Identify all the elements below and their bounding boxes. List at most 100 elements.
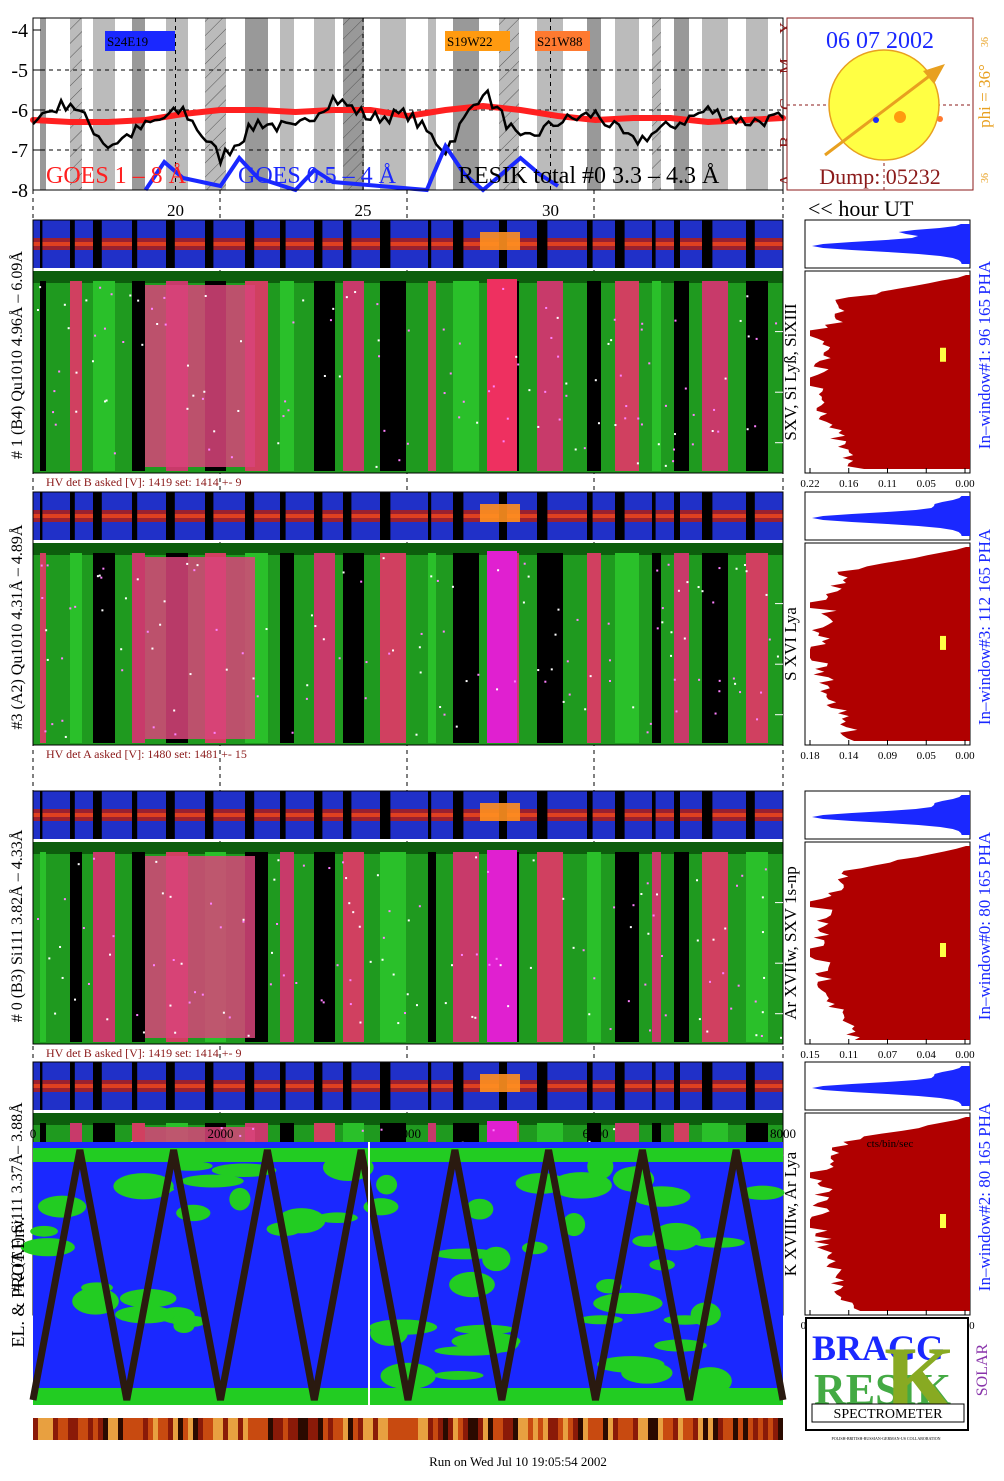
speckle xyxy=(641,322,644,325)
env-green-blob xyxy=(632,1235,663,1247)
axis-arrow-icon xyxy=(923,64,945,84)
spectrogram-column xyxy=(702,281,728,471)
speckle xyxy=(492,1129,495,1132)
env-x-tick-label: 2000 xyxy=(208,1126,234,1141)
env-bar-cell xyxy=(493,1418,498,1440)
spec-x-tick-label: 0.07 xyxy=(878,1049,898,1061)
env-bar-cell xyxy=(428,1418,433,1440)
pha-strip-gap xyxy=(40,1062,43,1110)
speckle xyxy=(276,922,279,925)
speckle xyxy=(69,607,72,610)
spectrogram-column xyxy=(40,281,46,471)
speckle xyxy=(562,700,565,703)
speckle xyxy=(697,586,700,589)
env-green-blob xyxy=(451,1332,521,1351)
env-bar-cell xyxy=(678,1418,683,1440)
window-marker xyxy=(940,347,946,362)
hour-ut-label: << hour UT xyxy=(808,196,914,221)
spectrogram-column xyxy=(746,553,768,743)
logo-solar: SOLAR xyxy=(974,1343,991,1396)
env-bar-cell xyxy=(503,1418,508,1440)
speckle xyxy=(407,329,410,332)
speckle xyxy=(763,976,766,979)
pha-strip-gap xyxy=(166,492,175,540)
line-id-label: S XVI Lya xyxy=(781,607,800,681)
env-bar-cell xyxy=(183,1418,188,1440)
speckle xyxy=(322,1001,325,1004)
env-bar-cell xyxy=(758,1418,763,1440)
pha-strip-gap xyxy=(205,1062,214,1110)
env-bar-cell xyxy=(508,1418,513,1440)
spectrogram-column xyxy=(428,553,436,743)
env-bar-cell xyxy=(683,1418,688,1440)
speckle xyxy=(103,327,106,330)
pha-strip-core xyxy=(33,813,783,817)
pha-hist xyxy=(812,795,970,835)
spectrogram-column xyxy=(380,852,406,1042)
speckle xyxy=(388,910,391,913)
speckle xyxy=(734,682,737,685)
spectrum-hist xyxy=(810,275,970,469)
badge-s19w22-bg xyxy=(445,31,510,51)
speckle xyxy=(574,448,577,451)
speckle xyxy=(636,462,639,465)
speckle xyxy=(242,920,245,923)
speckle xyxy=(146,630,149,633)
pha-strip-gap xyxy=(746,492,755,540)
env-bar-cell xyxy=(373,1418,378,1440)
speckle xyxy=(159,623,162,626)
speckle xyxy=(136,1014,139,1017)
env-bar-cell xyxy=(748,1418,753,1440)
env-bar-cell xyxy=(88,1418,93,1440)
speckle xyxy=(121,669,124,672)
region-s19w22-dot xyxy=(894,111,906,123)
speckle xyxy=(265,628,268,631)
env-green-blob xyxy=(593,1292,663,1314)
resik-total-label: RESIK total #0 3.3 – 4.3 Å xyxy=(458,163,720,189)
env-bar-cell xyxy=(188,1418,193,1440)
speckle xyxy=(760,1034,763,1037)
speckle xyxy=(656,627,659,630)
speckle xyxy=(323,374,326,377)
env-bar-cell xyxy=(663,1418,668,1440)
speckle xyxy=(537,425,540,428)
spectrogram-frame xyxy=(32,219,784,474)
speckle xyxy=(686,581,689,584)
env-bar-cell xyxy=(633,1418,638,1440)
speckle xyxy=(349,1003,352,1006)
window-label: In–window#2: 80 165 PHA xyxy=(975,1102,994,1291)
spectrogram-column xyxy=(702,553,728,743)
window-marker xyxy=(940,635,946,650)
env-bar-cell xyxy=(443,1418,448,1440)
speckle xyxy=(397,1022,400,1025)
speckle xyxy=(94,334,97,337)
speckle xyxy=(554,633,557,636)
speckle xyxy=(613,1128,616,1131)
pha-strip-gap xyxy=(702,1062,713,1110)
speckle xyxy=(755,337,758,340)
speckle xyxy=(136,578,139,581)
env-bar-cell xyxy=(93,1418,98,1440)
flare-pha-blob xyxy=(480,1074,520,1092)
speckle xyxy=(646,882,649,885)
speckle xyxy=(172,958,175,961)
speckle xyxy=(156,322,159,325)
ut-hour-label: 20 xyxy=(167,201,184,220)
speckle xyxy=(735,567,738,570)
speckle xyxy=(100,576,103,579)
speckle xyxy=(277,859,280,862)
env-green-blob xyxy=(30,1225,58,1237)
pha-strip-gap xyxy=(746,1062,755,1110)
speckle xyxy=(348,902,351,905)
pha-strip-gap xyxy=(702,220,713,268)
flare-column xyxy=(487,551,517,743)
speckle xyxy=(305,697,308,700)
pha-strip-gap xyxy=(70,492,75,540)
env-bar-cell xyxy=(628,1418,633,1440)
env-bar-cell xyxy=(593,1418,598,1440)
speckle xyxy=(204,295,207,298)
logo-spectrometer: SPECTROMETER xyxy=(834,1407,944,1422)
badge-s24e19: S24E19 xyxy=(107,34,148,49)
env-green-blob xyxy=(651,1222,701,1251)
speckle xyxy=(667,563,670,566)
